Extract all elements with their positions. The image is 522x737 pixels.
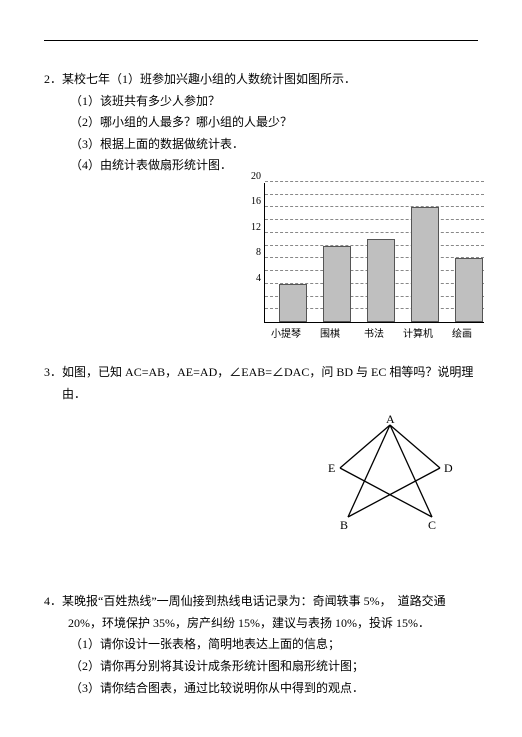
label-A: A xyxy=(386,413,395,426)
q4-sub2: （2）请你再分别将其设计成条形统计图和扇形统计图； xyxy=(44,656,478,678)
bar xyxy=(411,207,439,322)
q3-number: 3． xyxy=(44,362,62,405)
x-tick-label: 小提琴 xyxy=(264,323,308,344)
q3-stem: 如图，已知 AC=AB，AE=AD，∠EAB=∠DAC，问 BD 与 EC 相等… xyxy=(62,362,478,405)
y-tick-label: 4 xyxy=(243,270,261,288)
q2-sub4: （4）由统计表做扇形统计图． xyxy=(44,155,478,177)
gridline xyxy=(265,232,484,233)
gridline xyxy=(265,194,484,195)
q2-sub1: （1）该班共有多少人参加？ xyxy=(44,91,478,113)
q2-number: 2． xyxy=(44,69,62,91)
question-3: 3． 如图，已知 AC=AB，AE=AD，∠EAB=∠DAC，问 BD 与 EC… xyxy=(44,362,478,533)
q4-stem: 某晚报“百姓热线”一周仙接到热线电话记录为：奇闻轶事 5%， 道路交通 20%，… xyxy=(62,594,446,630)
x-tick-label: 计算机 xyxy=(396,323,440,344)
q3-stem-pre: 如图，已知 xyxy=(62,365,125,379)
bar xyxy=(279,284,307,322)
q2-sub3: （3）根据上面的数据做统计表． xyxy=(44,134,478,156)
y-tick-label: 20 xyxy=(243,168,261,186)
x-tick-label: 围棋 xyxy=(308,323,352,344)
label-E: E xyxy=(328,461,335,475)
bar xyxy=(455,258,483,322)
question-4: 4．某晚报“百姓热线”一周仙接到热线电话记录为：奇闻轶事 5%， 道路交通 20… xyxy=(44,591,478,699)
bar xyxy=(323,246,351,322)
q2-sub2: （2）哪小组的人最多？哪小组的人最少？ xyxy=(44,112,478,134)
y-tick-label: 12 xyxy=(243,219,261,237)
label-D: D xyxy=(444,461,453,475)
geometry-figure: A E D B C xyxy=(320,413,460,533)
q4-sub3: （3）请你结合图表，通过比较说明你从中得到的观点． xyxy=(44,678,478,700)
q3-formula: AC=AB，AE=AD，∠EAB=∠DAC xyxy=(125,365,309,379)
question-2: 2． 某校七年（1）班参加兴趣小组的人数统计图如图所示． （1）该班共有多少人参… xyxy=(44,69,478,344)
chart-x-labels: 小提琴围棋书法计算机绘画 xyxy=(264,323,484,344)
label-C: C xyxy=(428,518,436,532)
gridline xyxy=(265,181,484,182)
label-B: B xyxy=(340,518,348,532)
bar-chart: 48121620 小提琴围棋书法计算机绘画 xyxy=(244,183,484,344)
q2-stem: 某校七年（1）班参加兴趣小组的人数统计图如图所示． xyxy=(62,69,356,91)
gridline xyxy=(265,206,484,207)
top-rule xyxy=(44,40,478,41)
q4-number: 4． xyxy=(44,594,62,608)
chart-plot-area: 48121620 xyxy=(264,183,484,323)
x-tick-label: 书法 xyxy=(352,323,396,344)
gridline xyxy=(265,219,484,220)
x-tick-label: 绘画 xyxy=(440,323,484,344)
y-tick-label: 8 xyxy=(243,244,261,262)
q4-sub1: （1）请你设计一张表格，简明地表达上面的信息； xyxy=(44,634,478,656)
y-tick-label: 16 xyxy=(243,193,261,211)
bar xyxy=(367,239,395,322)
